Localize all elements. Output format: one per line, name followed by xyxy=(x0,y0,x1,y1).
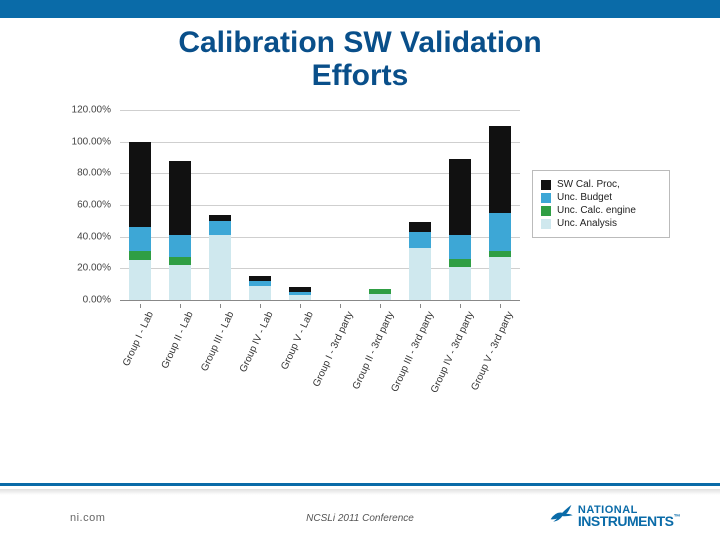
legend-item-unc_calc_engine: Unc. Calc. engine xyxy=(541,205,661,216)
bar-segment-unc_budget xyxy=(289,292,311,295)
x-tick xyxy=(340,304,341,308)
x-tick-label: Group V - Lab xyxy=(279,310,316,372)
bars-container xyxy=(120,110,520,300)
bar-segment-unc_budget xyxy=(409,232,431,248)
bar-segment-sw_cal_proc xyxy=(289,287,311,292)
bar-segment-unc_analysis xyxy=(169,265,191,300)
header-accent-bar xyxy=(0,0,720,18)
bar-segment-unc_calc_engine xyxy=(489,251,511,257)
x-tick-label: Group III - 3rd party xyxy=(389,310,436,394)
x-tick-label: Group IV - 3rd party xyxy=(429,310,476,395)
legend-label: SW Cal. Proc, xyxy=(557,179,620,190)
footer-shadow xyxy=(0,489,720,495)
legend-swatch xyxy=(541,180,551,190)
y-tick-label: 20.00% xyxy=(77,263,111,274)
bar-segment-unc_calc_engine xyxy=(449,259,471,267)
bar-segment-sw_cal_proc xyxy=(489,126,511,213)
bar-segment-unc_budget xyxy=(449,235,471,259)
ni-logo-text: NATIONAL INSTRUMENTS™ xyxy=(578,505,680,529)
x-tick xyxy=(460,304,461,308)
x-tick xyxy=(180,304,181,308)
x-tick xyxy=(260,304,261,308)
legend-item-unc_budget: Unc. Budget xyxy=(541,192,661,203)
bar-segment-unc_analysis xyxy=(249,286,271,300)
bar-segment-unc_analysis xyxy=(449,267,471,300)
bar-segment-unc_budget xyxy=(129,227,151,251)
bar-segment-sw_cal_proc xyxy=(129,142,151,228)
bar-segment-unc_analysis xyxy=(409,248,431,300)
title-line-1: Calibration SW Validation xyxy=(178,26,541,59)
legend-swatch xyxy=(541,206,551,216)
x-tick-label: Group I - Lab xyxy=(121,310,156,368)
legend-item-sw_cal_proc: SW Cal. Proc, xyxy=(541,179,661,190)
bar-segment-unc_budget xyxy=(209,221,231,235)
x-tick xyxy=(140,304,141,308)
legend-label: Unc. Calc. engine xyxy=(557,205,636,216)
legend-swatch xyxy=(541,219,551,229)
x-tick-label: Group IV - Lab xyxy=(238,310,276,374)
bar-segment-unc_analysis xyxy=(489,257,511,300)
bar-segment-unc_budget xyxy=(489,213,511,251)
y-tick-label: 100.00% xyxy=(72,136,111,147)
bar-segment-sw_cal_proc xyxy=(449,159,471,235)
bar-segment-unc_analysis xyxy=(129,260,151,300)
bar-segment-sw_cal_proc xyxy=(209,215,231,221)
legend-swatch xyxy=(541,193,551,203)
x-axis: Group I - LabGroup II - LabGroup III - L… xyxy=(120,304,520,414)
chart-legend: SW Cal. Proc, Unc. Budget Unc. Calc. engin… xyxy=(532,170,670,238)
x-tick-label: Group I - 3rd party xyxy=(311,310,355,389)
bar-segment-unc_calc_engine xyxy=(369,289,391,294)
ni-eagle-icon xyxy=(548,501,574,532)
bar-segment-unc_analysis xyxy=(209,235,231,300)
x-tick xyxy=(420,304,421,308)
x-tick xyxy=(500,304,501,308)
bar-segment-unc_calc_engine xyxy=(129,251,151,261)
x-tick xyxy=(380,304,381,308)
validation-efforts-chart: 0.00%20.00%40.00%60.00%80.00%100.00%120.… xyxy=(60,110,660,410)
bar-segment-unc_budget xyxy=(169,235,191,257)
y-tick-label: 60.00% xyxy=(77,200,111,211)
title-line-2: Efforts xyxy=(312,59,409,92)
x-tick-label: Group V - 3rd party xyxy=(470,310,516,392)
ni-logo-instruments: INSTRUMENTS™ xyxy=(578,515,680,528)
slide-footer: ni.com NCSLi 2011 Conference NATIONAL IN… xyxy=(0,483,720,540)
legend-item-unc_analysis: Unc. Analysis xyxy=(541,218,661,229)
legend-label: Unc. Analysis xyxy=(557,218,617,229)
bar-segment-sw_cal_proc xyxy=(409,222,431,232)
bar-segment-unc_analysis xyxy=(369,294,391,300)
x-tick xyxy=(300,304,301,308)
x-tick xyxy=(220,304,221,308)
y-axis: 0.00%20.00%40.00%60.00%80.00%100.00%120.… xyxy=(60,110,115,300)
bar-segment-unc_calc_engine xyxy=(169,257,191,265)
x-tick-label: Group II - 3rd party xyxy=(350,310,396,391)
bar-segment-unc_analysis xyxy=(289,295,311,300)
bar-segment-unc_budget xyxy=(249,281,271,286)
bar-segment-sw_cal_proc xyxy=(249,276,271,281)
ni-logo: NATIONAL INSTRUMENTS™ xyxy=(548,501,680,532)
x-tick-label: Group II - Lab xyxy=(160,310,196,371)
y-tick-label: 40.00% xyxy=(77,231,111,242)
slide-title: Calibration SW Validation Efforts xyxy=(0,18,720,92)
legend-label: Unc. Budget xyxy=(557,192,612,203)
y-tick-label: 0.00% xyxy=(83,295,111,306)
y-tick-label: 80.00% xyxy=(77,168,111,179)
y-tick-label: 120.00% xyxy=(72,105,111,116)
bar-segment-sw_cal_proc xyxy=(169,161,191,235)
x-tick-label: Group III - Lab xyxy=(199,310,236,373)
